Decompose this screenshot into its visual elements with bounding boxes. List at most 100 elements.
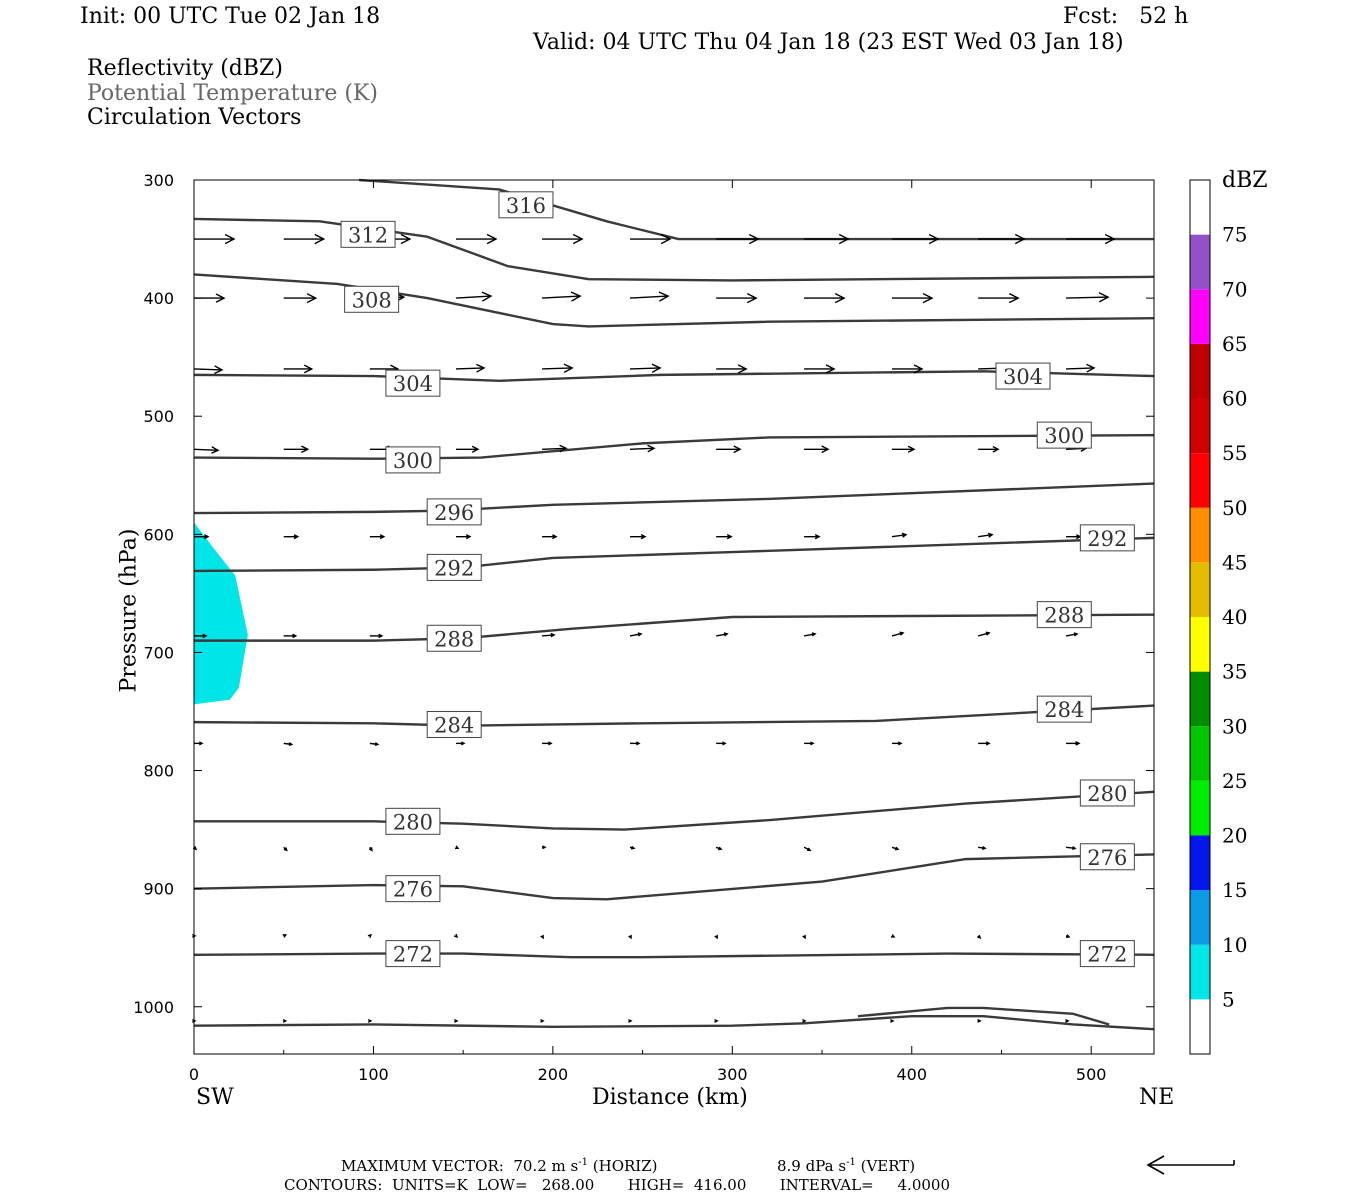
vector [891, 631, 905, 637]
contour-label: 292 [434, 556, 474, 580]
contour-label: 280 [1087, 782, 1127, 806]
vector [714, 1018, 719, 1023]
colorbar-units: dBZ [1222, 168, 1268, 193]
contour-labels: 316 312 308 304 304 300 300 296 292 292 288 288 284 2… [340, 191, 1135, 968]
y-tick-label: 400 [143, 289, 174, 308]
vector [716, 445, 742, 454]
colorbar-bin [1190, 234, 1210, 290]
vector [892, 741, 903, 746]
colorbar-bin [1190, 398, 1210, 454]
vector [540, 1018, 545, 1023]
colorbar-label: 50 [1222, 496, 1247, 520]
vector [542, 233, 584, 245]
vector [715, 846, 723, 851]
vector [367, 933, 372, 938]
contour-label: 272 [393, 943, 433, 967]
contour-268 [193, 1015, 1155, 1031]
x-tick-label: 500 [1076, 1065, 1107, 1084]
contour-312 [193, 217, 1155, 282]
colorbar-bin [1190, 944, 1210, 1000]
colorbar-bin [1190, 562, 1210, 617]
vector [716, 364, 748, 374]
x-tick-label: 300 [717, 1065, 748, 1084]
vector [542, 632, 556, 638]
vector [804, 233, 850, 245]
y-axis-title: Pressure (hPa) [116, 528, 142, 693]
contour-label-box [385, 807, 441, 835]
contour-label-box [1079, 940, 1135, 968]
colorbar-label: 75 [1222, 223, 1247, 247]
vector [630, 534, 647, 540]
contour-label-box [426, 624, 482, 652]
vector [282, 934, 288, 938]
contour-label-box [385, 940, 441, 968]
reference-vector-arrow [1146, 1155, 1235, 1175]
vector [629, 632, 643, 637]
vector [803, 632, 817, 637]
vector [1066, 534, 1082, 540]
y-tick-label: 1000 [133, 998, 174, 1017]
vector [802, 934, 806, 940]
x-tick-label: 100 [358, 1065, 389, 1084]
vector [716, 741, 727, 746]
contour-label: 276 [1087, 846, 1127, 870]
vector [891, 532, 908, 538]
vector [803, 846, 812, 852]
vector [369, 633, 384, 639]
y-tick-label: 900 [143, 880, 174, 899]
vector [455, 233, 498, 245]
vector [283, 364, 314, 374]
contour-label: 304 [1003, 365, 1043, 389]
vector [892, 445, 916, 453]
vector [978, 233, 1026, 245]
colorbar-bin [1190, 343, 1210, 399]
vector [804, 445, 830, 454]
vector [542, 534, 558, 540]
vector [630, 363, 662, 373]
colorbar-bin [1190, 507, 1210, 563]
vector [890, 1018, 895, 1023]
contour-label: 308 [352, 288, 392, 312]
vector [630, 233, 672, 245]
vector [1065, 846, 1077, 851]
vector [283, 233, 326, 245]
x-tick-label: 200 [538, 1065, 569, 1084]
contour-label-box [385, 875, 441, 903]
vector [194, 534, 210, 540]
vector [714, 934, 718, 940]
init-time: Init: 00 UTC Tue 02 Jan 18 [80, 4, 381, 29]
colorbar-bin [1190, 726, 1210, 781]
vector [542, 444, 568, 453]
vector [1065, 934, 1071, 939]
vector [977, 1018, 982, 1023]
vector [283, 742, 294, 747]
colorbar-label: 55 [1222, 441, 1247, 465]
vector [892, 292, 934, 304]
contour-label-box [385, 369, 441, 397]
contour-label-box [426, 498, 482, 526]
vector [455, 363, 486, 373]
contour-label: 312 [348, 223, 388, 247]
colorbar-frame [1189, 179, 1211, 1055]
contour-280 [194, 790, 1155, 831]
contour-label: 284 [434, 713, 474, 737]
colorbar-label: 70 [1222, 277, 1247, 301]
vector [453, 1018, 459, 1023]
vector [283, 846, 288, 852]
contour-268 [857, 1006, 1110, 1026]
vector [977, 934, 982, 939]
colorbar-bin [1190, 180, 1210, 235]
vector [978, 532, 994, 538]
field-reflectivity: Reflectivity (dBZ) [87, 56, 283, 81]
vector [630, 741, 641, 746]
vector [804, 364, 836, 374]
colorbar-label: 45 [1222, 550, 1247, 574]
vector [892, 233, 940, 245]
vector [194, 633, 208, 639]
vector [369, 534, 386, 540]
contour-292 [193, 536, 1155, 573]
vector [542, 363, 574, 373]
field-potential-temperature: Potential Temperature (K) [87, 81, 378, 106]
colorbar-label: 65 [1222, 332, 1247, 356]
vector [1065, 1018, 1070, 1023]
